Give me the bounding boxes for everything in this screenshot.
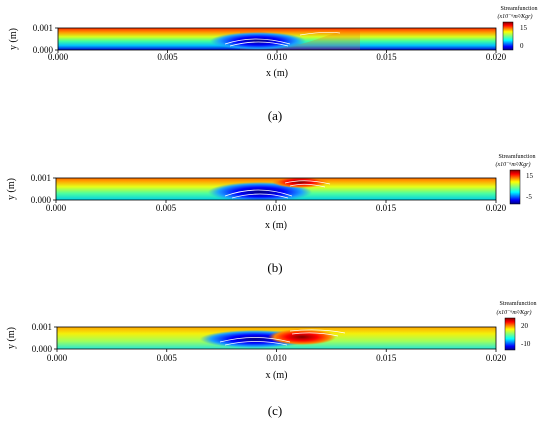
x-tick-label: 0.020 xyxy=(486,52,507,62)
heatmap-b xyxy=(56,178,496,200)
colorbar-tick: 0 xyxy=(520,42,524,50)
panel-c: 0.000 0.005 0.010 0.015 0.020 0.000 0.001 x (m)… xyxy=(6,300,537,418)
colorbar-title: Streamfunction xyxy=(501,5,538,12)
y-tick-label: 0.000 xyxy=(32,344,53,354)
y-tick-label: 0.001 xyxy=(33,23,53,33)
x-axis-label: x (m) xyxy=(266,370,288,381)
x-tick-label: 0.020 xyxy=(486,203,507,213)
colorbar-units: (x10⁻⁶m²/Kgr) xyxy=(495,161,530,168)
colorbar-title: Streamfunction xyxy=(500,300,537,307)
colorbar-c: Streamfunction (x10⁻⁶m²/Kgr) 20 -10 xyxy=(496,300,537,351)
colorbar-tick: -10 xyxy=(521,340,531,348)
x-tick-label: 0.010 xyxy=(266,203,287,213)
x-tick-label: 0.010 xyxy=(267,52,288,62)
panel-caption: (a) xyxy=(268,108,282,123)
y-tick-label: 0.000 xyxy=(33,45,54,55)
colorbar-b: Streamfunction (x10⁻⁶m²/Kgr) 15 -5 xyxy=(495,153,536,205)
y-axis-label: y (m) xyxy=(6,327,17,349)
x-tick-label: 0.015 xyxy=(376,52,397,62)
colorbar-tick: -5 xyxy=(526,193,532,201)
x-tick-label: 0.020 xyxy=(486,353,507,363)
colorbar-units: (x10⁻⁶m²/Kgr) xyxy=(497,13,532,20)
x-axis-label: x (m) xyxy=(266,68,288,79)
y-tick-label: 0.001 xyxy=(31,173,51,183)
x-axis-label: x (m) xyxy=(265,220,287,231)
x-tick-label: 0.015 xyxy=(376,353,397,363)
heatmap-a xyxy=(58,28,496,50)
panel-caption: (b) xyxy=(267,260,282,275)
x-tick-label: 0.000 xyxy=(46,203,67,213)
colorbar-title: Streamfunction xyxy=(499,153,536,160)
y-axis-label: y (m) xyxy=(8,28,19,50)
panel-a: 0.000 0.005 0.010 0.015 0.020 0.000 0.001 x (m)… xyxy=(8,5,538,123)
heatmap-c xyxy=(57,327,496,349)
y-axis-label: y (m) xyxy=(6,178,17,200)
y-tick-label: 0.000 xyxy=(31,195,52,205)
colorbar-a: Streamfunction (x10⁻⁶m²/Kgr) 15 0 xyxy=(497,5,538,51)
colorbar-tick: 20 xyxy=(521,322,529,330)
colorbar-tick: 15 xyxy=(526,172,534,180)
colorbar-tick: 15 xyxy=(520,24,528,32)
x-tick-label: 0.005 xyxy=(156,203,177,213)
y-tick-label: 0.001 xyxy=(32,322,52,332)
x-tick-label: 0.015 xyxy=(376,203,397,213)
panel-caption: (c) xyxy=(268,403,282,418)
x-tick-label: 0.010 xyxy=(266,353,287,363)
panel-b: 0.000 0.005 0.010 0.015 0.020 0.000 0.001 x (m)… xyxy=(6,153,536,275)
x-tick-label: 0.005 xyxy=(157,52,178,62)
colorbar-units: (x10⁻⁶m²/Kgr) xyxy=(496,309,531,316)
x-tick-label: 0.000 xyxy=(47,353,68,363)
x-tick-label: 0.000 xyxy=(48,52,69,62)
x-tick-label: 0.005 xyxy=(157,353,178,363)
